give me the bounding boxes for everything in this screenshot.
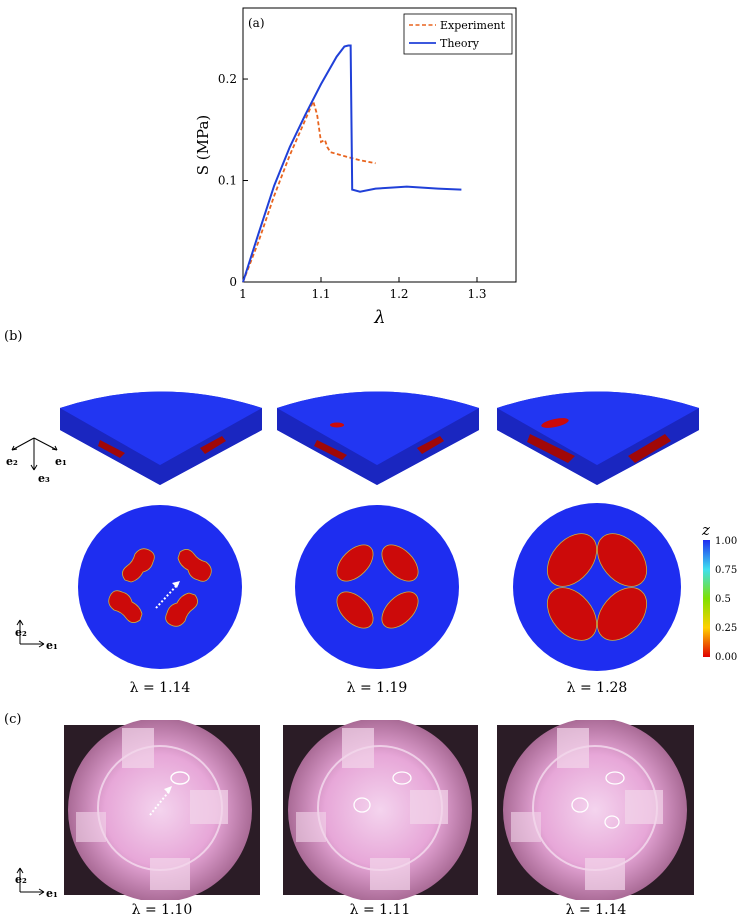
photo-3	[497, 720, 694, 900]
axis-e2-2d-label-b: e₂	[15, 626, 27, 639]
legend: Experiment Theory	[403, 13, 513, 55]
photo-1	[64, 720, 260, 900]
x-tick-label: 1.3	[467, 287, 486, 301]
y-tick-label: 0	[229, 275, 237, 289]
colorbar: z 1.00 0.75 0.5 0.25 0.00	[701, 521, 737, 663]
y-axis-label: S (MPa)	[194, 115, 212, 175]
x-tick-label: 1	[239, 287, 247, 301]
disk-top-view-1	[78, 505, 242, 669]
colorbar-tick-075: 0.75	[715, 565, 737, 576]
axis-e1-2d-label-b: e₁	[46, 639, 58, 652]
sector-3d-2	[277, 391, 479, 485]
legend-experiment-label: Experiment	[440, 19, 506, 32]
axis-e3-3d-label: e₃	[38, 472, 50, 485]
caption-b-1: λ = 1.14	[129, 680, 191, 696]
panel-c-label: (c)	[4, 712, 22, 727]
panel-b-label: (b)	[4, 329, 23, 344]
series-line-experiment	[242, 98, 376, 283]
plot-frame	[242, 7, 517, 283]
caption-c-3: λ = 1.14	[565, 902, 627, 918]
y-tick-label: 0.2	[218, 72, 237, 86]
axes-2d-triad-c	[16, 867, 45, 896]
x-tick-label: 1.2	[389, 287, 408, 301]
photo-2	[283, 720, 478, 900]
panel-a-label: (a)	[248, 16, 265, 30]
colorbar-tick-05: 0.5	[715, 594, 731, 605]
axis-e1-3d-label: e₁	[55, 455, 67, 468]
panel-c-photos: e₂ e₁	[15, 720, 694, 900]
legend-theory-label: Theory	[440, 37, 480, 50]
colorbar-title: z	[701, 521, 710, 539]
axis-e2-2d-label-c: e₂	[15, 873, 27, 886]
panel-b-figure: e₂ e₁ e₃	[6, 391, 737, 671]
disk-top-view-2	[295, 505, 459, 669]
caption-c-1: λ = 1.10	[131, 902, 193, 918]
axis-e2-3d-label: e₂	[6, 455, 18, 468]
series-line-theory	[242, 44, 462, 283]
sector-3d-3	[497, 391, 699, 485]
colorbar-tick-100: 1.00	[715, 536, 737, 547]
x-axis-label: λ	[373, 307, 385, 328]
caption-c-2: λ = 1.11	[349, 902, 411, 918]
axes-2d-triad-b	[16, 619, 45, 648]
disk-top-view-3	[513, 503, 681, 671]
sector-3d-1	[60, 391, 262, 485]
stress-stretch-chart: 1 1.1 1.2 1.300.10.2 (a) Experiment Theory …	[194, 7, 517, 328]
x-tick-label: 1.1	[311, 287, 330, 301]
axis-e1-2d-label-c: e₁	[46, 887, 58, 900]
colorbar-tick-000: 0.00	[715, 652, 737, 663]
caption-b-2: λ = 1.19	[346, 680, 408, 696]
caption-b-3: λ = 1.28	[566, 680, 628, 696]
colorbar-tick-025: 0.25	[715, 623, 737, 634]
axes-3d-triad	[11, 437, 58, 471]
growth-direction-arrow	[155, 583, 179, 609]
y-tick-label: 0.1	[218, 174, 237, 188]
